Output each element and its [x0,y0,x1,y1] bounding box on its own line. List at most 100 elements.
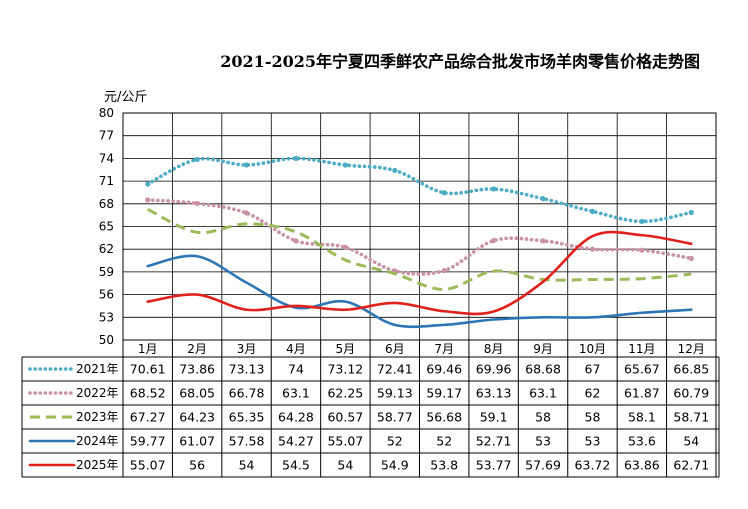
series-point [392,167,398,174]
series-point [194,156,200,163]
table-value-cell: 56 [189,458,205,473]
series-point [589,246,596,252]
table-value-cell: 68.68 [525,362,561,377]
x-tick-label: 10月 [579,342,606,356]
series-line [146,254,693,329]
table-value-cell: 53.8 [430,458,458,473]
series-point [639,218,645,225]
table-value-cell: 58.1 [628,410,656,425]
table-value-cell: 52 [436,434,452,449]
x-tick-label: 2月 [187,342,207,356]
y-tick-label: 71 [99,174,114,188]
table-value-cell: 57.58 [229,434,265,449]
table-value-cell: 67.27 [130,410,166,425]
series-point [491,238,497,244]
table-value-cell: 68.52 [130,386,166,401]
series-point [688,255,694,261]
table-value-cell: 72.41 [377,362,413,377]
table-value-cell: 55.07 [327,434,363,449]
table-value-cell: 54 [683,434,699,449]
series-point [342,162,348,168]
table-value-cell: 63.13 [476,386,512,401]
table-value-cell: 65.67 [624,362,660,377]
series-point [194,200,200,207]
table-value-cell: 53.77 [476,458,512,473]
table-value-cell: 55.07 [130,458,166,473]
series-point [243,162,250,168]
x-tick-label: 4月 [286,342,306,356]
table-value-cell: 59.1 [480,410,508,425]
y-axis-unit-label: 元/公斤 [104,90,148,105]
legend-label: 2022年 [76,386,119,400]
x-tick-label: 5月 [336,342,356,356]
table-value-cell: 63.1 [529,386,557,401]
table-value-cell: 60.57 [327,410,363,425]
table-value-cell: 62.71 [673,458,709,473]
table-value-cell: 54.9 [381,458,409,473]
y-tick-label: 80 [99,106,114,120]
x-tick-label: 3月 [237,342,257,356]
table-value-cell: 73.12 [327,362,363,377]
series-line [147,207,692,291]
x-tick-label: 1月 [138,342,158,356]
table-value-cell: 63.86 [624,458,660,473]
table-value-cell: 73.86 [179,362,215,377]
series-point [491,186,497,192]
y-tick-label: 77 [99,129,114,143]
x-tick-label: 11月 [628,342,655,356]
table-value-cell: 62 [585,386,601,401]
table-value-cell: 63.1 [282,386,310,401]
table-value-cell: 53 [535,434,551,449]
legend-label: 2024年 [76,434,119,448]
y-tick-label: 74 [99,151,114,165]
table-value-cell: 56.68 [426,410,462,425]
x-tick-label: 9月 [533,342,553,356]
table-value-cell: 73.13 [229,362,265,377]
series-point [145,181,151,187]
table-value-cell: 74 [288,362,304,377]
table-value-cell: 64.28 [278,410,314,425]
table-value-cell: 54.27 [278,434,314,449]
series-point [589,208,596,214]
series-point [145,197,151,203]
legend-label: 2023年 [76,410,119,424]
legend-label: 2025年 [76,458,119,472]
chart-title: 2021-2025年宁夏四季鲜农产品综合批发市场羊肉零售价格走势图 [220,52,700,71]
table-value-cell: 68.05 [179,386,215,401]
table-value-cell: 58.71 [673,410,709,425]
table-value-cell: 54 [239,458,255,473]
table-value-cell: 67 [585,362,601,377]
table-value-cell: 62.25 [327,386,363,401]
table-value-cell: 66.78 [229,386,265,401]
y-tick-label: 65 [99,220,114,234]
table-value-cell: 53 [585,434,601,449]
table-value-cell: 53.6 [628,434,656,449]
table-value-cell: 58 [585,410,601,425]
table-value-cell: 66.85 [673,362,709,377]
y-tick-label: 62 [99,242,114,256]
x-tick-label: 7月 [434,342,454,356]
table-value-cell: 52.71 [476,434,512,449]
table-value-cell: 58 [535,410,551,425]
table-value-cell: 58.77 [377,410,413,425]
y-tick-label: 68 [99,197,114,211]
x-tick-label: 6月 [385,342,405,356]
series-point [293,238,299,244]
table-value-cell: 59.77 [130,434,166,449]
series-point [540,238,546,244]
series-point [243,210,250,216]
y-tick-label: 56 [99,288,114,302]
table-value-cell: 59.13 [377,386,413,401]
table-value-cell: 61.07 [179,434,215,449]
series-line [145,198,694,276]
series-line [146,230,693,316]
series-point [293,155,299,161]
table-value-cell: 60.79 [673,386,709,401]
table-value-cell: 61.87 [624,386,660,401]
series-line [145,156,694,224]
table-value-cell: 59.17 [426,386,462,401]
series-point [540,196,546,202]
series-point [441,268,447,274]
